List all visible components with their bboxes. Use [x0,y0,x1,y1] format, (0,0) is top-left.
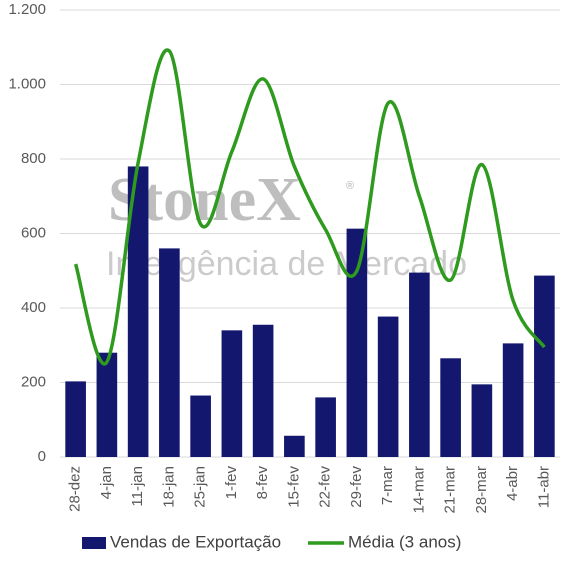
bar [127,166,149,457]
x-tick-label: 7-mar [379,466,396,505]
y-tick-label: 800 [21,150,46,167]
legend-label: Média (3 anos) [348,532,461,551]
x-tick-label: 11-jan [129,466,146,507]
bar [190,395,211,457]
bar [284,435,305,457]
y-tick-label: 1.200 [8,1,46,18]
x-tick-label: 11-abr [535,466,552,508]
x-tick-label: 8-fev [254,466,271,500]
line [73,48,546,366]
bar [315,397,336,457]
x-tick-label: 15-fev [285,466,302,508]
x-tick-label: 28-dez [67,466,84,512]
y-tick-label: 1.000 [8,75,46,92]
x-tick-label: 18-jan [160,466,177,508]
y-tick-label: 0 [38,448,46,465]
bar [221,330,243,457]
bar [252,324,274,457]
bar [440,358,461,457]
legend-swatch [82,537,106,549]
bar [534,275,555,457]
x-tick-label: 22-fev [317,466,334,508]
y-tick-label: 600 [21,224,46,241]
watermark-mark: ® [346,180,354,192]
bar [96,352,118,457]
x-tick-label: 25-jan [192,466,209,508]
x-tick-label: 4-abr [504,466,521,501]
legend-label: Vendas de Exportação [110,532,281,551]
bar [502,343,524,457]
bar [409,272,430,457]
y-tick-label: 200 [21,373,46,390]
x-tick-label: 29-fev [348,466,365,508]
x-tick-label: 4-jan [98,466,115,499]
x-tick-label: 28-mar [473,466,490,514]
x-tick-label: 1-fev [223,466,240,500]
y-tick-label: 400 [21,299,46,316]
x-tick-label: 21-mar [442,466,459,514]
bar [65,381,86,457]
bar [159,248,180,457]
bar [346,228,368,457]
bar [471,384,493,457]
bar [377,316,399,457]
x-tick-label: 14-mar [410,466,427,514]
